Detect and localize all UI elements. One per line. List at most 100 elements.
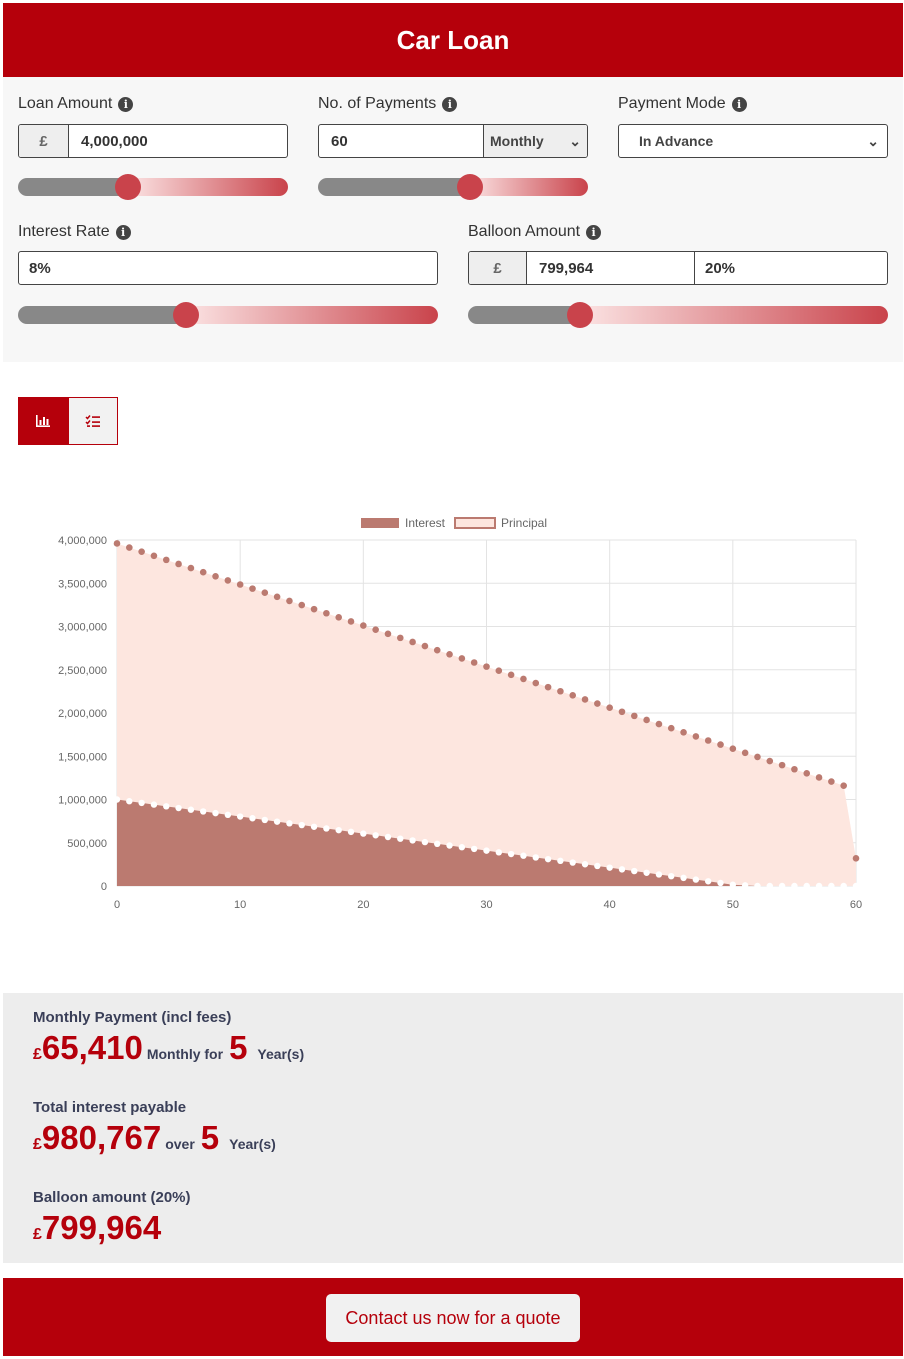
interest-point: [544, 855, 552, 863]
interest-point: [286, 820, 293, 827]
contact-quote-button[interactable]: Contact us now for a quote: [326, 1294, 580, 1342]
interest-point: [347, 828, 355, 836]
interest-point: [520, 852, 527, 859]
y-tick-label: 0: [101, 881, 107, 893]
balloon-slider-handle[interactable]: [567, 302, 593, 328]
payments-input[interactable]: 60: [319, 125, 484, 157]
footer-bar: Contact us now for a quote: [3, 1278, 903, 1356]
principal-point: [249, 585, 256, 592]
interest-point: [778, 882, 786, 890]
loan-amount-slider-handle[interactable]: [115, 174, 141, 200]
interest-point: [126, 798, 133, 805]
info-icon[interactable]: i: [442, 96, 458, 112]
principal-point: [458, 655, 466, 662]
interest-rate-slider-handle[interactable]: [173, 302, 199, 328]
payment-mode-select[interactable]: In Advance ⌄: [618, 124, 888, 158]
interest-rate-input[interactable]: 8%: [29, 259, 51, 277]
interest-point: [791, 882, 798, 890]
info-icon[interactable]: i: [115, 224, 131, 240]
interest-point: [680, 874, 687, 882]
amortization-chart: 0 500,000 1,000,000 1,500,000 2,000,000 2,500…: [58, 516, 862, 911]
info-icon[interactable]: i: [731, 96, 747, 112]
principal-point: [310, 605, 318, 613]
principal-point: [606, 704, 613, 711]
principal-point: [729, 745, 737, 753]
y-tick-label: 3,500,000: [58, 578, 107, 590]
interest-point: [668, 872, 675, 880]
info-icon[interactable]: i: [586, 224, 602, 240]
info-icon[interactable]: i: [118, 96, 134, 112]
x-tick-label: 60: [850, 899, 862, 911]
principal-point: [273, 593, 281, 601]
loan-amount-input[interactable]: 4,000,000: [81, 132, 148, 150]
interest-point: [434, 840, 441, 848]
payments-slider[interactable]: [318, 174, 588, 200]
chevron-down-icon: ⌄: [569, 132, 581, 149]
y-tick-label: 500,000: [67, 838, 107, 850]
balloon-input-group: £ 799,964 20%: [468, 251, 888, 285]
page-title: Car Loan: [3, 3, 903, 77]
interest-point: [138, 799, 145, 807]
results-panel: Monthly Payment (incl fees) £ 65,410 Mon…: [3, 993, 903, 1263]
table-view-toggle[interactable]: [68, 397, 118, 445]
principal-point: [852, 855, 860, 862]
interest-point: [224, 811, 232, 819]
interest-point: [384, 833, 392, 841]
interest-point: [643, 869, 650, 876]
payments-slider-handle[interactable]: [457, 174, 483, 200]
balloon-amount-input[interactable]: 799,964: [527, 252, 695, 284]
interest-point: [840, 882, 847, 890]
interest-point: [594, 862, 601, 870]
interest-point: [150, 801, 158, 808]
interest-point: [803, 882, 810, 890]
interest-point: [729, 881, 737, 888]
principal-point: [396, 634, 404, 642]
principal-point: [286, 597, 293, 605]
interest-point: [310, 823, 318, 830]
total-interest-label: Total interest payable: [33, 1099, 187, 1116]
balloon-slider[interactable]: [468, 302, 888, 328]
interest-point: [163, 803, 170, 810]
interest-point: [175, 804, 182, 812]
principal-point: [175, 560, 182, 568]
principal-point: [150, 552, 158, 560]
interest-point: [717, 879, 724, 887]
balloon-percent-input[interactable]: 20%: [705, 259, 736, 277]
payment-frequency-select[interactable]: Monthly ⌄: [484, 125, 587, 157]
interest-point: [470, 845, 478, 853]
monthly-payment-label: Monthly Payment (incl fees): [33, 1009, 232, 1026]
interest-point: [458, 844, 466, 851]
principal-point: [803, 770, 811, 777]
interest-point: [372, 832, 379, 839]
interest-point: [705, 878, 712, 885]
interest-point: [397, 835, 404, 842]
balloon-result-value: £ 799,964: [33, 1209, 162, 1246]
legend-swatch-principal: [454, 517, 496, 529]
principal-point: [766, 757, 774, 765]
principal-point: [187, 564, 195, 572]
interest-point: [655, 871, 663, 878]
loan-amount-slider[interactable]: [18, 174, 288, 200]
principal-point: [840, 782, 847, 789]
principal-point: [581, 696, 589, 703]
x-tick-label: 20: [357, 899, 369, 911]
principal-point: [323, 609, 330, 617]
principal-point: [692, 733, 700, 740]
principal-point: [643, 716, 650, 724]
bar-chart-icon: [36, 415, 50, 427]
principal-point: [384, 630, 392, 638]
interest-point: [852, 882, 860, 890]
chart-view-toggle[interactable]: [18, 397, 68, 445]
interest-point: [409, 837, 416, 844]
principal-point: [483, 663, 490, 670]
principal-point: [372, 626, 379, 633]
balloon-amount-label: Balloon Amount i: [468, 223, 602, 241]
monthly-payment-value: £ 65,410 Monthly for 5 Year(s): [33, 1029, 305, 1066]
interest-point: [446, 842, 453, 849]
principal-point: [409, 638, 416, 646]
legend-swatch-interest: [361, 518, 399, 528]
principal-point: [433, 646, 441, 654]
interest-rate-slider[interactable]: [18, 302, 438, 328]
principal-point: [544, 683, 552, 691]
interest-point: [298, 821, 305, 829]
